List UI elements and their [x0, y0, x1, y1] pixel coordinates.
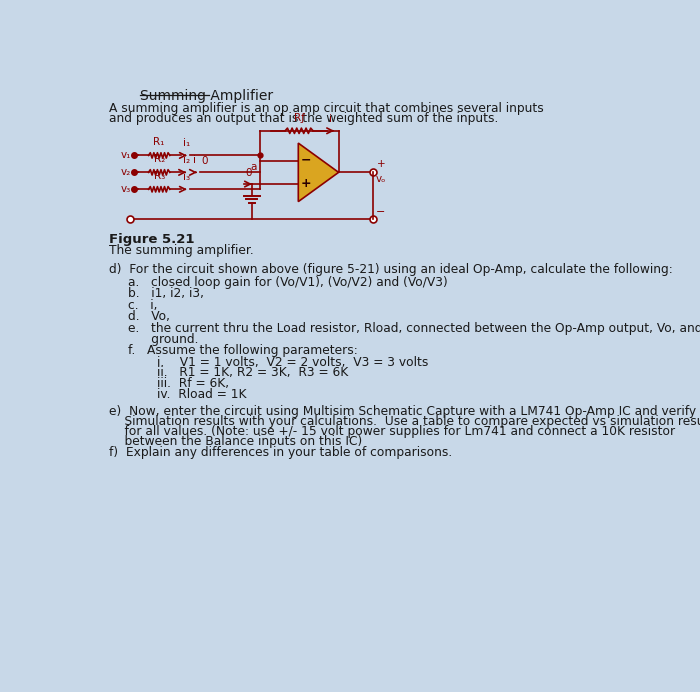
Text: −: −	[376, 207, 385, 217]
Text: iv.  Rload = 1K: iv. Rload = 1K	[158, 388, 246, 401]
Text: i₂: i₂	[183, 156, 190, 165]
Text: −: −	[301, 154, 312, 166]
Text: a: a	[251, 162, 257, 172]
Text: f.   Assume the following parameters:: f. Assume the following parameters:	[128, 344, 358, 357]
Text: between the Balance inputs on this IC): between the Balance inputs on this IC)	[109, 435, 363, 448]
Text: and produces an output that is the weighted sum of the inputs.: and produces an output that is the weigh…	[109, 111, 498, 125]
Text: The summing amplifier.: The summing amplifier.	[109, 244, 254, 257]
Text: v₃: v₃	[120, 183, 131, 194]
Text: R₃: R₃	[153, 171, 164, 181]
Text: c.   i,: c. i,	[128, 299, 158, 311]
Text: +: +	[301, 176, 312, 190]
Text: i.    V1 = 1 volts,  V2 = 2 volts,  V3 = 3 volts: i. V1 = 1 volts, V2 = 2 volts, V3 = 3 vo…	[158, 356, 428, 369]
Text: a.   closed loop gain for (Vo/V1), (Vo/V2) and (Vo/V3): a. closed loop gain for (Vo/V1), (Vo/V2)…	[128, 275, 447, 289]
Text: f)  Explain any differences in your table of comparisons.: f) Explain any differences in your table…	[109, 446, 452, 459]
Text: Rƒ: Rƒ	[293, 113, 304, 123]
Text: +: +	[377, 159, 385, 170]
Text: R₁: R₁	[153, 137, 165, 147]
Text: Figure 5.21: Figure 5.21	[109, 233, 195, 246]
Text: R₂: R₂	[153, 154, 164, 164]
Text: i₃: i₃	[183, 172, 190, 183]
Text: for all values. (Note: use +/- 15 volt power supplies for Lm741 and connect a 10: for all values. (Note: use +/- 15 volt p…	[109, 425, 676, 438]
Text: i: i	[329, 114, 332, 124]
Text: ground.: ground.	[128, 333, 198, 345]
Text: Summing Amplifier: Summing Amplifier	[140, 89, 273, 103]
Text: Simulation results with your calculations.  Use a table to compare expected vs s: Simulation results with your calculation…	[109, 415, 700, 428]
Text: d.   Vo,: d. Vo,	[128, 310, 170, 323]
Polygon shape	[298, 143, 339, 201]
Text: i: i	[193, 156, 196, 165]
Text: vₒ: vₒ	[376, 174, 386, 184]
Text: e)  Now, enter the circuit using Multisim Schematic Capture with a LM741 Op-Amp : e) Now, enter the circuit using Multisim…	[109, 405, 700, 418]
Text: 0: 0	[202, 156, 208, 166]
Text: b.   i1, i2, i3,: b. i1, i2, i3,	[128, 287, 204, 300]
Text: v₂: v₂	[120, 167, 131, 176]
Text: 0: 0	[246, 168, 252, 178]
Text: e.   the current thru the Load resistor, Rload, connected between the Op-Amp out: e. the current thru the Load resistor, R…	[128, 322, 700, 335]
Text: d)  For the circuit shown above (figure 5-21) using an ideal Op-Amp, calculate t: d) For the circuit shown above (figure 5…	[109, 263, 673, 276]
Text: v₁: v₁	[120, 149, 131, 160]
Text: ii.   R1 = 1K, R2 = 3K,  R3 = 6K: ii. R1 = 1K, R2 = 3K, R3 = 6K	[158, 366, 349, 379]
Text: iii.  Rf = 6K,: iii. Rf = 6K,	[158, 377, 230, 390]
Text: i₁: i₁	[183, 138, 190, 149]
Text: A summing amplifier is an op amp circuit that combines several inputs: A summing amplifier is an op amp circuit…	[109, 102, 544, 114]
